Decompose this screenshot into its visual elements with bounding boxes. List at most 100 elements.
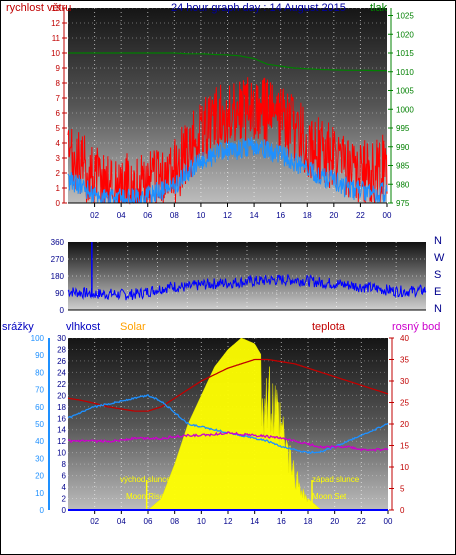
hour-tick-label: 12 — [224, 517, 233, 526]
rain-tick-label: 100 — [31, 334, 45, 343]
hour-tick-label: 00 — [384, 517, 393, 526]
wind-tick-label: 11 — [52, 34, 61, 43]
humidity-tick-label: 8 — [62, 460, 67, 469]
humidity-tick-label: 10 — [57, 449, 66, 458]
rain-tick-label: 30 — [35, 454, 44, 463]
hour-tick-label: 08 — [170, 517, 179, 526]
humidity-tick-label: 6 — [62, 472, 67, 481]
rain-tick-label: 20 — [35, 472, 44, 481]
sunset-label: západ slunce — [312, 475, 360, 484]
wind-tick-label: 5 — [56, 124, 61, 133]
pressure-tick-label: 1005 — [396, 87, 414, 96]
hour-tick-label: 10 — [196, 211, 205, 220]
humidity-tick-label: 26 — [57, 357, 66, 366]
direction-line — [67, 274, 427, 301]
rain-tick-label: 80 — [35, 368, 44, 377]
hour-tick-label: 16 — [276, 211, 285, 220]
wind-tick-label: 13 — [51, 4, 60, 13]
hour-tick-label: 20 — [329, 211, 338, 220]
pressure-tick-label: 995 — [396, 124, 410, 133]
pressure-tick-label: 1000 — [396, 105, 414, 114]
humidity-tick-label: 18 — [57, 403, 66, 412]
pressure-tick-label: 1020 — [396, 30, 414, 39]
hour-tick-label: 14 — [250, 211, 259, 220]
dewpoint-axis-label: rosný bod — [392, 321, 440, 333]
compass-label: N — [434, 235, 442, 247]
moonset-label: Moon Set — [312, 492, 347, 501]
sunrise-label: východ slunce — [120, 475, 171, 484]
humidity-tick-label: 24 — [57, 368, 66, 377]
rain-tick-label: 60 — [35, 403, 44, 412]
humidity-tick-label: 4 — [62, 483, 67, 492]
wind-tick-label: 2 — [56, 169, 61, 178]
wind-tick-label: 3 — [56, 154, 61, 163]
hour-tick-label: 16 — [277, 517, 286, 526]
temperature-panel-ticks: 0102030405060708090100024681012141618202… — [31, 334, 410, 526]
hour-tick-label: 12 — [223, 211, 232, 220]
rain-tick-label: 40 — [35, 437, 44, 446]
wind-tick-label: 10 — [51, 49, 60, 58]
humidity-tick-label: 30 — [57, 334, 66, 343]
pressure-tick-label: 990 — [396, 143, 410, 152]
gust-line — [67, 77, 388, 205]
temperature-tick-label: 25 — [400, 399, 409, 408]
pressure-tick-label: 1010 — [396, 68, 414, 77]
hour-tick-label: 14 — [250, 517, 259, 526]
pressure-line — [68, 52, 387, 72]
moonrise-label: Moon Rise — [126, 492, 165, 501]
pressure-tick-label: 1015 — [396, 49, 414, 58]
hour-tick-label: 22 — [357, 517, 366, 526]
compass-label: N — [434, 303, 442, 315]
humidity-tick-label: 20 — [57, 391, 66, 400]
temperature-line — [67, 358, 389, 412]
pressure-tick-label: 1025 — [396, 12, 414, 21]
pressure-axis-label: tlak — [370, 2, 388, 14]
direction-tick-label: 360 — [51, 238, 65, 247]
wind-panel-grid — [68, 7, 387, 203]
humidity-tick-label: 2 — [62, 495, 67, 504]
wind-tick-label: 1 — [56, 184, 61, 193]
pressure-tick-label: 980 — [396, 180, 410, 189]
hour-tick-label: 10 — [197, 517, 206, 526]
temperature-tick-label: 20 — [400, 420, 409, 429]
humidity-axis-label: vlhkost — [66, 321, 100, 333]
direction-tick-label: 180 — [51, 272, 65, 281]
dewpoint-line — [67, 431, 389, 452]
wind-tick-label: 7 — [56, 94, 61, 103]
wind-tick-label: 12 — [51, 19, 60, 28]
direction-tick-label: 270 — [51, 255, 65, 264]
hour-tick-label: 02 — [90, 211, 99, 220]
humidity-tick-label: 28 — [57, 345, 66, 354]
hour-tick-label: 06 — [144, 517, 153, 526]
humidity-tick-label: 12 — [57, 437, 66, 446]
humidity-tick-label: 0 — [62, 506, 67, 515]
hour-tick-label: 18 — [303, 211, 312, 220]
wind-panel-series — [67, 52, 388, 205]
hour-tick-label: 06 — [143, 211, 152, 220]
temperature-tick-label: 0 — [400, 506, 405, 515]
hour-tick-label: 02 — [90, 517, 99, 526]
compass-label: S — [434, 269, 441, 281]
rain-tick-label: 50 — [35, 420, 44, 429]
temperature-tick-label: 35 — [400, 356, 409, 365]
wind-tick-label: 4 — [56, 139, 61, 148]
wind-tick-label: 9 — [56, 64, 61, 73]
temperature-tick-label: 30 — [400, 377, 409, 386]
hour-tick-label: 18 — [304, 517, 313, 526]
wind-axis-label: rychlost větru — [6, 2, 71, 14]
temperature-tick-label: 15 — [400, 442, 409, 451]
humidity-tick-label: 22 — [57, 380, 66, 389]
wind-tick-label: 8 — [56, 79, 61, 88]
hour-tick-label: 22 — [356, 211, 365, 220]
hour-tick-label: 00 — [383, 211, 392, 220]
direction-tick-label: 90 — [55, 289, 64, 298]
hour-tick-label: 04 — [117, 517, 126, 526]
compass-label: W — [434, 252, 445, 264]
direction-tick-label: 0 — [60, 306, 65, 315]
hour-tick-label: 08 — [170, 211, 179, 220]
humidity-tick-label: 16 — [57, 414, 66, 423]
chart-title: 24 hour graph day : 14 August 2015 — [171, 2, 346, 14]
solar-axis-label: Solar — [120, 321, 146, 333]
